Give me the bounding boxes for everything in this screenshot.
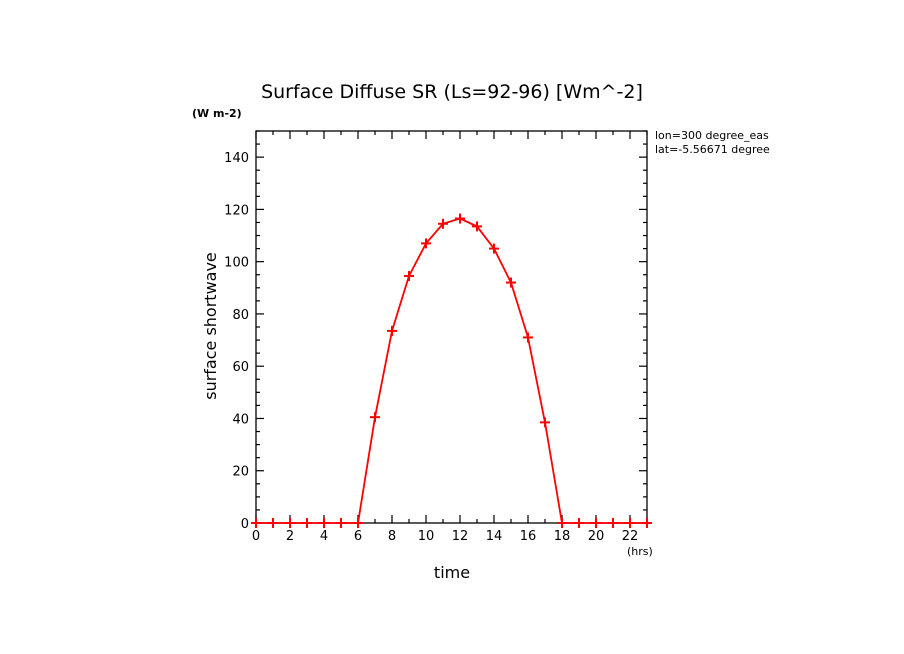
tick-labels: 0 2 4 6 8 10 12 14 16 18 20 22 0 20 40 60 80 100 120 140	[224, 151, 638, 544]
data-point	[489, 243, 499, 254]
data-point	[506, 277, 516, 288]
x-axis-label: time	[434, 563, 470, 582]
x-tick-label: 22	[622, 529, 639, 544]
y-tick-label: 20	[232, 465, 249, 480]
data-point	[404, 271, 414, 282]
x-tick-label: 4	[320, 529, 328, 544]
chart-title: Surface Diffuse SR (Ls=92-96) [Wm^-2]	[261, 81, 643, 103]
plot-frame	[255, 130, 648, 524]
annotation-lat: lat=-5.56671 degree	[655, 143, 770, 156]
x-tick-label: 10	[418, 529, 435, 544]
plot-area	[255, 130, 648, 524]
data-point	[557, 518, 567, 528]
data-point	[574, 518, 584, 528]
data-point	[268, 518, 278, 528]
series-line	[256, 217, 647, 524]
data-point	[438, 218, 448, 229]
x-tick-label: 6	[354, 529, 362, 544]
x-tick-label: 12	[452, 529, 469, 544]
data-point	[625, 518, 635, 528]
data-point	[336, 518, 346, 528]
y-tick-label: 0	[241, 517, 249, 532]
y-tick-label: 140	[224, 151, 249, 166]
data-point	[251, 518, 261, 528]
data-point	[353, 518, 363, 528]
x-tick-label: 2	[286, 529, 294, 544]
x-units-label: (hrs)	[627, 545, 653, 558]
y-tick-label: 120	[224, 203, 249, 218]
data-point	[455, 213, 465, 224]
x-tick-label: 8	[388, 529, 396, 544]
y-tick-label: 100	[224, 256, 249, 271]
data-point	[642, 518, 652, 528]
data-point	[608, 518, 618, 528]
x-tick-label: 18	[554, 529, 571, 544]
data-point	[285, 518, 295, 528]
y-axis-label: surface shortwave	[201, 252, 220, 400]
data-point	[472, 221, 482, 232]
data-point	[319, 518, 329, 528]
annotation-lon: lon=300 degree_eas	[655, 129, 769, 142]
data-point	[540, 417, 550, 428]
data-point	[523, 332, 533, 343]
y-tick-label: 60	[232, 360, 249, 375]
data-point	[302, 518, 312, 528]
x-tick-label: 0	[252, 529, 260, 544]
x-tick-label: 16	[520, 529, 537, 544]
units-label: (W m-2)	[192, 107, 242, 120]
x-tick-label: 20	[588, 529, 605, 544]
x-tick-label: 14	[486, 529, 503, 544]
data-point	[370, 412, 380, 423]
axis-ticks	[255, 130, 648, 524]
y-tick-label: 40	[232, 412, 249, 427]
data-point	[387, 325, 397, 336]
series	[251, 213, 652, 528]
data-point	[421, 238, 431, 249]
data-point	[591, 518, 601, 528]
y-tick-label: 80	[232, 308, 249, 323]
